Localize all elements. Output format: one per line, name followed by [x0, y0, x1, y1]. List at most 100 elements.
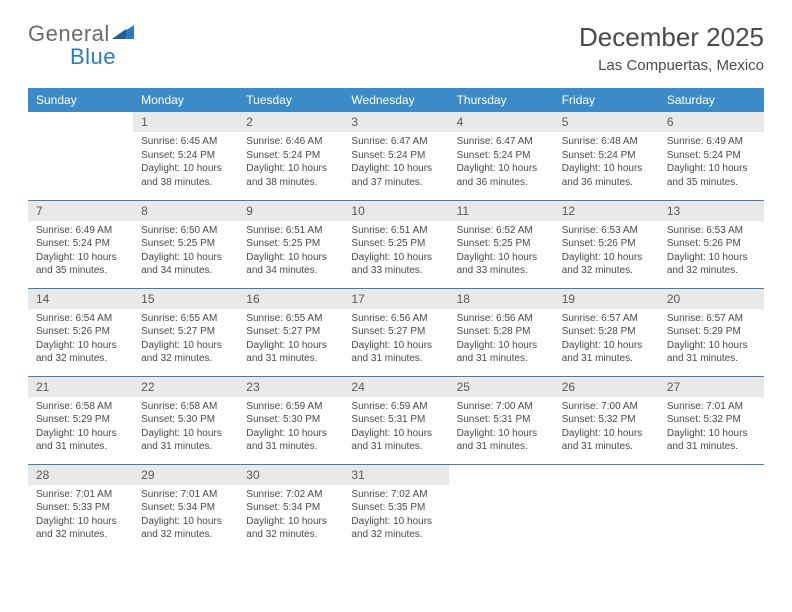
weekday-row: SundayMondayTuesdayWednesdayThursdayFrid… [28, 88, 764, 112]
calendar-week-row: 7Sunrise: 6:49 AMSunset: 5:24 PMDaylight… [28, 200, 764, 288]
day-number: 23 [238, 377, 343, 397]
day-content: Sunrise: 6:45 AMSunset: 5:24 PMDaylight:… [133, 132, 238, 195]
day-content: Sunrise: 7:01 AMSunset: 5:32 PMDaylight:… [659, 397, 764, 460]
sunrise-text: Sunrise: 6:49 AM [36, 224, 125, 238]
sunset-text: Sunset: 5:26 PM [667, 237, 756, 251]
calendar-day-cell: 30Sunrise: 7:02 AMSunset: 5:34 PMDayligh… [238, 464, 343, 552]
sunset-text: Sunset: 5:25 PM [141, 237, 230, 251]
calendar-day-cell: 14Sunrise: 6:54 AMSunset: 5:26 PMDayligh… [28, 288, 133, 376]
day-number: 10 [343, 201, 448, 221]
calendar-day-cell: 11Sunrise: 6:52 AMSunset: 5:25 PMDayligh… [449, 200, 554, 288]
sunset-text: Sunset: 5:33 PM [36, 501, 125, 515]
sunset-text: Sunset: 5:30 PM [141, 413, 230, 427]
calendar-day-cell: 2Sunrise: 6:46 AMSunset: 5:24 PMDaylight… [238, 112, 343, 200]
day-content: Sunrise: 7:02 AMSunset: 5:35 PMDaylight:… [343, 485, 448, 548]
daylight-text: Daylight: 10 hours and 32 minutes. [141, 515, 230, 542]
day-content: Sunrise: 6:56 AMSunset: 5:28 PMDaylight:… [449, 309, 554, 372]
calendar-day-cell: 7Sunrise: 6:49 AMSunset: 5:24 PMDaylight… [28, 200, 133, 288]
day-number: 20 [659, 289, 764, 309]
day-content: Sunrise: 6:49 AMSunset: 5:24 PMDaylight:… [659, 132, 764, 195]
sunrise-text: Sunrise: 6:59 AM [351, 400, 440, 414]
day-content: Sunrise: 6:57 AMSunset: 5:29 PMDaylight:… [659, 309, 764, 372]
calendar-day-cell: 25Sunrise: 7:00 AMSunset: 5:31 PMDayligh… [449, 376, 554, 464]
day-content: Sunrise: 6:54 AMSunset: 5:26 PMDaylight:… [28, 309, 133, 372]
day-content: Sunrise: 6:58 AMSunset: 5:30 PMDaylight:… [133, 397, 238, 460]
day-content: Sunrise: 6:57 AMSunset: 5:28 PMDaylight:… [554, 309, 659, 372]
day-content: Sunrise: 6:51 AMSunset: 5:25 PMDaylight:… [238, 221, 343, 284]
sunrise-text: Sunrise: 6:50 AM [141, 224, 230, 238]
sunrise-text: Sunrise: 6:47 AM [457, 135, 546, 149]
sunset-text: Sunset: 5:24 PM [457, 149, 546, 163]
day-content: Sunrise: 6:56 AMSunset: 5:27 PMDaylight:… [343, 309, 448, 372]
daylight-text: Daylight: 10 hours and 32 minutes. [562, 251, 651, 278]
sunrise-text: Sunrise: 6:51 AM [351, 224, 440, 238]
daylight-text: Daylight: 10 hours and 31 minutes. [562, 427, 651, 454]
calendar-day-cell: 4Sunrise: 6:47 AMSunset: 5:24 PMDaylight… [449, 112, 554, 200]
daylight-text: Daylight: 10 hours and 38 minutes. [141, 162, 230, 189]
sunset-text: Sunset: 5:31 PM [457, 413, 546, 427]
sunrise-text: Sunrise: 7:02 AM [351, 488, 440, 502]
daylight-text: Daylight: 10 hours and 36 minutes. [457, 162, 546, 189]
calendar-week-row: 21Sunrise: 6:58 AMSunset: 5:29 PMDayligh… [28, 376, 764, 464]
calendar-day-cell: 1Sunrise: 6:45 AMSunset: 5:24 PMDaylight… [133, 112, 238, 200]
daylight-text: Daylight: 10 hours and 31 minutes. [562, 339, 651, 366]
calendar-day-cell: 23Sunrise: 6:59 AMSunset: 5:30 PMDayligh… [238, 376, 343, 464]
sunset-text: Sunset: 5:34 PM [246, 501, 335, 515]
daylight-text: Daylight: 10 hours and 31 minutes. [351, 427, 440, 454]
sunset-text: Sunset: 5:25 PM [246, 237, 335, 251]
sunrise-text: Sunrise: 6:57 AM [667, 312, 756, 326]
daylight-text: Daylight: 10 hours and 32 minutes. [246, 515, 335, 542]
day-number: 3 [343, 112, 448, 132]
day-number: 16 [238, 289, 343, 309]
header: GeneralBlue December 2025 Las Compuertas… [28, 22, 764, 74]
daylight-text: Daylight: 10 hours and 31 minutes. [667, 339, 756, 366]
daylight-text: Daylight: 10 hours and 31 minutes. [667, 427, 756, 454]
sunset-text: Sunset: 5:35 PM [351, 501, 440, 515]
sunset-text: Sunset: 5:27 PM [351, 325, 440, 339]
sunset-text: Sunset: 5:27 PM [141, 325, 230, 339]
month-title: December 2025 [579, 22, 764, 53]
day-content: Sunrise: 6:58 AMSunset: 5:29 PMDaylight:… [28, 397, 133, 460]
day-number: 22 [133, 377, 238, 397]
sunset-text: Sunset: 5:25 PM [457, 237, 546, 251]
calendar-day-cell: 26Sunrise: 7:00 AMSunset: 5:32 PMDayligh… [554, 376, 659, 464]
daylight-text: Daylight: 10 hours and 34 minutes. [141, 251, 230, 278]
title-block: December 2025 Las Compuertas, Mexico [579, 22, 764, 74]
sunset-text: Sunset: 5:24 PM [562, 149, 651, 163]
sunset-text: Sunset: 5:24 PM [36, 237, 125, 251]
day-content: Sunrise: 6:49 AMSunset: 5:24 PMDaylight:… [28, 221, 133, 284]
day-number: 19 [554, 289, 659, 309]
daylight-text: Daylight: 10 hours and 32 minutes. [141, 339, 230, 366]
day-content: Sunrise: 6:47 AMSunset: 5:24 PMDaylight:… [343, 132, 448, 195]
calendar-table: SundayMondayTuesdayWednesdayThursdayFrid… [28, 88, 764, 552]
calendar-day-cell: 22Sunrise: 6:58 AMSunset: 5:30 PMDayligh… [133, 376, 238, 464]
daylight-text: Daylight: 10 hours and 36 minutes. [562, 162, 651, 189]
sunset-text: Sunset: 5:28 PM [457, 325, 546, 339]
sunset-text: Sunset: 5:34 PM [141, 501, 230, 515]
calendar-day-cell: 19Sunrise: 6:57 AMSunset: 5:28 PMDayligh… [554, 288, 659, 376]
day-content: Sunrise: 6:59 AMSunset: 5:30 PMDaylight:… [238, 397, 343, 460]
weekday-header: Wednesday [343, 88, 448, 112]
day-content: Sunrise: 6:50 AMSunset: 5:25 PMDaylight:… [133, 221, 238, 284]
calendar-body: . 1Sunrise: 6:45 AMSunset: 5:24 PMDaylig… [28, 112, 764, 552]
day-content: Sunrise: 6:53 AMSunset: 5:26 PMDaylight:… [554, 221, 659, 284]
daylight-text: Daylight: 10 hours and 31 minutes. [141, 427, 230, 454]
sunset-text: Sunset: 5:25 PM [351, 237, 440, 251]
day-content: Sunrise: 6:51 AMSunset: 5:25 PMDaylight:… [343, 221, 448, 284]
day-number: 5 [554, 112, 659, 132]
day-number: 7 [28, 201, 133, 221]
brand-part1: General [28, 21, 110, 46]
sunset-text: Sunset: 5:24 PM [667, 149, 756, 163]
day-content: Sunrise: 6:53 AMSunset: 5:26 PMDaylight:… [659, 221, 764, 284]
daylight-text: Daylight: 10 hours and 33 minutes. [351, 251, 440, 278]
sunset-text: Sunset: 5:30 PM [246, 413, 335, 427]
sunset-text: Sunset: 5:32 PM [562, 413, 651, 427]
day-number: 1 [133, 112, 238, 132]
day-number: 21 [28, 377, 133, 397]
day-number: 15 [133, 289, 238, 309]
sunrise-text: Sunrise: 6:59 AM [246, 400, 335, 414]
calendar-week-row: . 1Sunrise: 6:45 AMSunset: 5:24 PMDaylig… [28, 112, 764, 200]
sunset-text: Sunset: 5:24 PM [351, 149, 440, 163]
calendar-day-cell: 12Sunrise: 6:53 AMSunset: 5:26 PMDayligh… [554, 200, 659, 288]
calendar-day-cell: 24Sunrise: 6:59 AMSunset: 5:31 PMDayligh… [343, 376, 448, 464]
